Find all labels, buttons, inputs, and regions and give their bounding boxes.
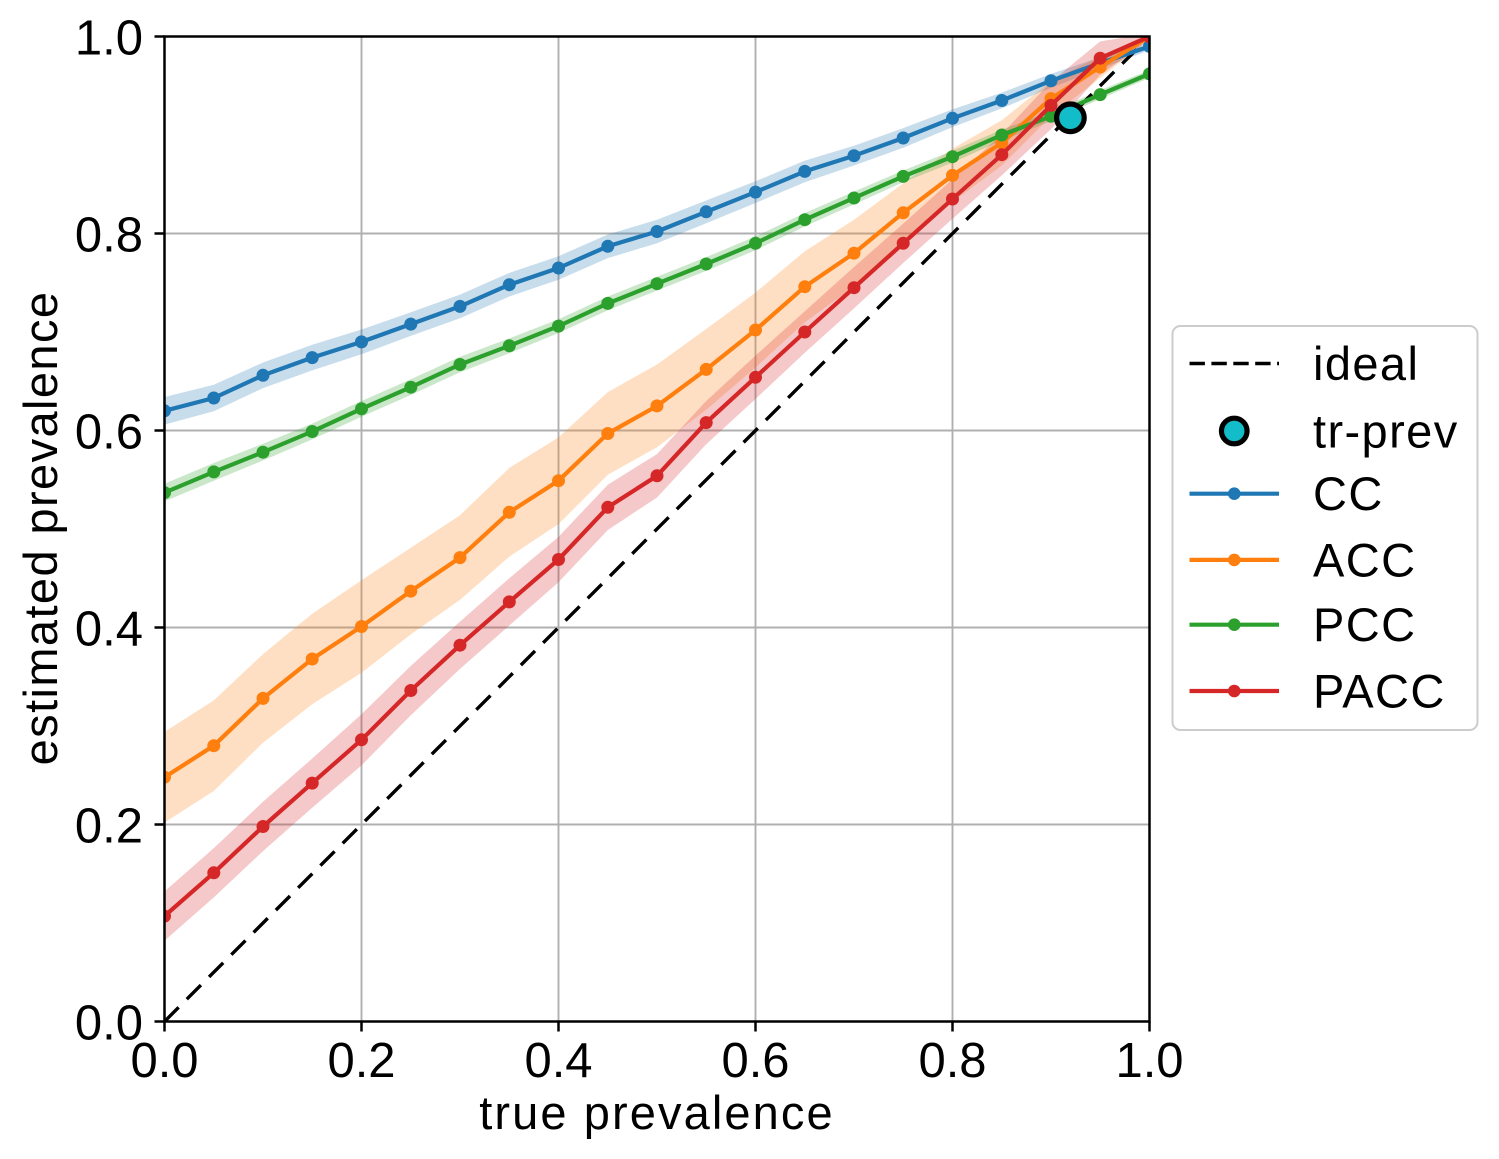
svg-text:0.6: 0.6	[75, 405, 143, 459]
svg-text:0.6: 0.6	[721, 1034, 789, 1088]
svg-text:0.8: 0.8	[918, 1034, 986, 1088]
svg-text:0.2: 0.2	[75, 799, 143, 853]
svg-text:0.0: 0.0	[130, 1034, 198, 1088]
svg-text:0.4: 0.4	[75, 602, 143, 656]
svg-text:CC: CC	[1313, 467, 1384, 520]
svg-text:ideal: ideal	[1313, 337, 1419, 390]
svg-text:PCC: PCC	[1313, 598, 1416, 651]
svg-text:0.0: 0.0	[75, 996, 143, 1050]
svg-text:tr-prev: tr-prev	[1313, 405, 1459, 458]
svg-text:1.0: 1.0	[1115, 1034, 1183, 1088]
svg-text:estimated prevalence: estimated prevalence	[14, 291, 67, 766]
svg-text:1.0: 1.0	[75, 11, 143, 65]
svg-text:0.4: 0.4	[524, 1034, 592, 1088]
svg-text:0.8: 0.8	[75, 208, 143, 262]
svg-text:true prevalence: true prevalence	[479, 1086, 834, 1139]
svg-text:0.2: 0.2	[327, 1034, 395, 1088]
svg-text:ACC: ACC	[1313, 533, 1416, 586]
svg-text:PACC: PACC	[1313, 665, 1446, 718]
